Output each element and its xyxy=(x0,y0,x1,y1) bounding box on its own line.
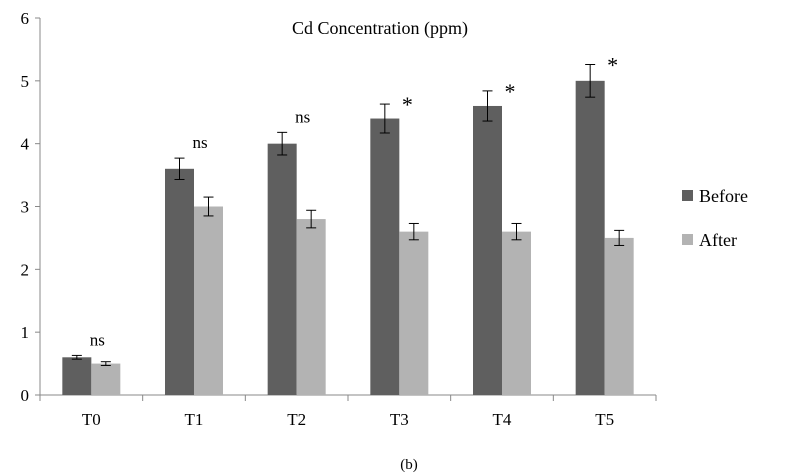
x-tick-label: T1 xyxy=(185,410,204,429)
y-tick-label: 1 xyxy=(21,323,30,342)
x-tick-label: T4 xyxy=(493,410,512,429)
bar-before-t3 xyxy=(370,118,400,396)
bars xyxy=(62,80,634,396)
legend-swatch-before xyxy=(682,190,693,201)
significance-ns: ns xyxy=(192,133,207,152)
y-tick-label: 5 xyxy=(21,72,30,91)
bar-before-t2 xyxy=(267,143,297,395)
bar-before-t0 xyxy=(62,357,92,395)
y-tick-label: 0 xyxy=(21,386,30,405)
y-tick-label: 2 xyxy=(21,260,30,279)
significance-annotations: ns ns ns * * * xyxy=(90,52,618,349)
y-axis: 0 1 2 3 4 5 6 xyxy=(21,9,41,405)
x-tick-label: T0 xyxy=(82,410,101,429)
significance-ns: ns xyxy=(295,107,310,126)
bar-after-t0 xyxy=(91,363,121,395)
significance-star: * xyxy=(402,92,413,117)
error-bars xyxy=(71,63,625,366)
x-tick-label: T2 xyxy=(287,410,306,429)
figure-caption: (b) xyxy=(400,457,418,473)
legend: Before After xyxy=(682,186,748,250)
bar-after-t2 xyxy=(296,219,326,395)
legend-label-after: After xyxy=(699,230,737,250)
bar-before-t5 xyxy=(575,80,605,395)
bar-before-t1 xyxy=(165,168,194,395)
x-tick-label: T5 xyxy=(595,410,614,429)
significance-star: * xyxy=(607,52,618,77)
chart-title: Cd Concentration (ppm) xyxy=(292,18,468,39)
y-tick-label: 3 xyxy=(21,198,30,217)
legend-label-before: Before xyxy=(699,186,748,206)
bar-after-t1 xyxy=(194,206,223,395)
legend-swatch-after xyxy=(682,234,693,245)
bar-after-t3 xyxy=(399,231,429,395)
x-tick-label: T3 xyxy=(390,410,409,429)
significance-star: * xyxy=(505,79,516,104)
bar-after-t5 xyxy=(604,237,634,395)
x-axis: T0 T1 T2 T3 T4 T5 xyxy=(39,394,657,429)
significance-ns: ns xyxy=(90,330,105,349)
y-tick-label: 4 xyxy=(21,135,30,154)
bar-before-t4 xyxy=(473,105,502,395)
bar-after-t4 xyxy=(502,231,531,395)
y-tick-label: 6 xyxy=(21,9,30,28)
